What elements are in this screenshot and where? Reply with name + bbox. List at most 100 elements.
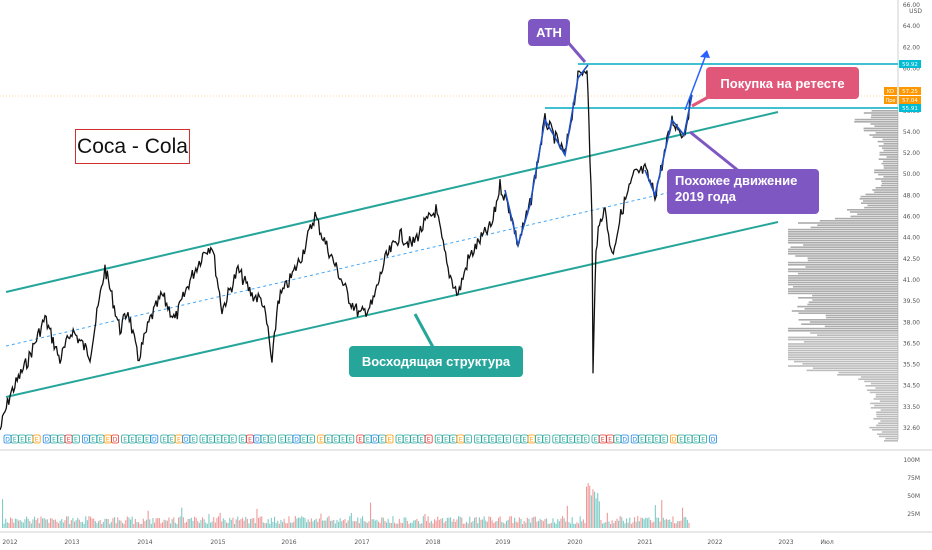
y-tick-label: 39.50 (903, 298, 920, 305)
volume-profile-bar (807, 259, 898, 262)
volume-bar (446, 517, 448, 528)
event-marker[interactable] (72, 434, 80, 444)
x-tick-label: 2022 (707, 539, 722, 546)
volume-profile-bar (862, 200, 898, 202)
event-marker[interactable] (150, 434, 159, 444)
volume-profile-bar (863, 127, 898, 130)
volume-bar (298, 517, 300, 528)
volume-bar (114, 517, 116, 528)
event-marker[interactable] (620, 434, 629, 444)
event-marker[interactable] (111, 434, 119, 444)
event-marker-letter: E (451, 437, 455, 444)
volume-bar (658, 517, 660, 528)
event-marker-letter: E (209, 437, 213, 444)
event-marker-letter: E (241, 437, 245, 444)
event-marker[interactable] (709, 434, 717, 444)
volume-bar (486, 521, 488, 528)
volume-profile-bar (812, 299, 898, 301)
volume-bar (224, 519, 226, 528)
volume-bar (203, 519, 205, 528)
volume-bar (554, 522, 556, 528)
price-label-bg (899, 60, 921, 68)
volume-bar (58, 523, 60, 528)
volume-bar (98, 521, 100, 528)
event-marker-letter: E (280, 437, 284, 444)
event-marker[interactable] (699, 434, 707, 444)
volume-bar (291, 522, 293, 528)
volume-bar (53, 520, 55, 528)
volume-profile-bar (849, 211, 898, 213)
event-marker[interactable] (542, 434, 551, 444)
event-marker[interactable] (307, 434, 316, 444)
volume-bar (50, 518, 52, 528)
volume-profile-bar (886, 156, 898, 158)
event-marker[interactable] (503, 434, 512, 444)
event-marker[interactable] (228, 434, 237, 444)
volume-bar (248, 523, 250, 528)
volume-profile-bar (878, 158, 898, 160)
volume-bar (30, 523, 32, 528)
volume-bar (454, 522, 456, 528)
event-marker[interactable] (581, 434, 590, 444)
volume-bar (387, 518, 389, 528)
volume-bar (206, 523, 208, 528)
volume-profile-bar (817, 224, 898, 226)
volume-profile-bar (877, 140, 898, 143)
volume-bar (61, 519, 63, 528)
volume-bar (243, 520, 245, 528)
volume-profile-bar (788, 349, 898, 352)
event-marker[interactable] (346, 434, 355, 444)
event-marker[interactable] (189, 434, 198, 444)
volume-profile-bar (788, 343, 898, 345)
volume-profile-bar (878, 145, 898, 147)
event-marker-letter: E (537, 437, 541, 444)
similar-move-callout: Похожее движение 2019 года (667, 169, 819, 214)
volume-bar (470, 522, 472, 528)
volume-bar (301, 516, 303, 528)
volume-bar (240, 519, 242, 528)
event-marker[interactable] (385, 434, 394, 444)
volume-profile-bar (805, 266, 898, 268)
volume-bar (616, 518, 618, 528)
volume-bar (45, 519, 47, 528)
volume-profile-bar (788, 347, 898, 350)
volume-bar (142, 518, 144, 528)
event-marker-letter: E (523, 437, 527, 444)
volume-profile-bar (879, 154, 898, 156)
event-marker-letter: E (679, 437, 683, 444)
price-label-prefix-bg (884, 96, 897, 104)
volume-profile-bar (788, 352, 898, 354)
volume-bar (214, 522, 216, 528)
volume-bar (530, 522, 532, 528)
volume-bar (442, 518, 444, 528)
event-marker-letter: E (608, 437, 612, 444)
volume-bar (381, 517, 383, 528)
event-marker-letter: E (99, 437, 103, 444)
event-marker-letter: E (138, 437, 142, 444)
event-marker[interactable] (463, 434, 472, 444)
event-marker[interactable] (424, 434, 433, 444)
projection-arrow (684, 51, 708, 111)
volume-bar (13, 522, 15, 528)
event-marker-letter: E (348, 437, 352, 444)
event-marker[interactable] (660, 434, 668, 444)
y-tick-label: 48.00 (903, 192, 920, 199)
event-marker[interactable] (32, 434, 41, 444)
volume-bar (190, 517, 192, 528)
volume-bar (208, 514, 210, 528)
event-marker-letter: E (459, 437, 463, 444)
event-marker-letter: E (177, 437, 181, 444)
volume-bar (573, 523, 575, 528)
volume-bar (467, 523, 469, 528)
volume-bar (296, 518, 298, 528)
volume-bar (34, 516, 36, 528)
volume-bar (582, 519, 584, 528)
event-marker-letter: E (327, 437, 331, 444)
event-marker-letter: E (687, 437, 691, 444)
y-tick-label: 33.50 (903, 404, 920, 411)
volume-bar (432, 523, 434, 528)
volume-bar (600, 520, 602, 528)
event-marker[interactable] (267, 434, 276, 444)
event-marker-letter: E (701, 437, 705, 444)
volume-bar (152, 518, 154, 528)
